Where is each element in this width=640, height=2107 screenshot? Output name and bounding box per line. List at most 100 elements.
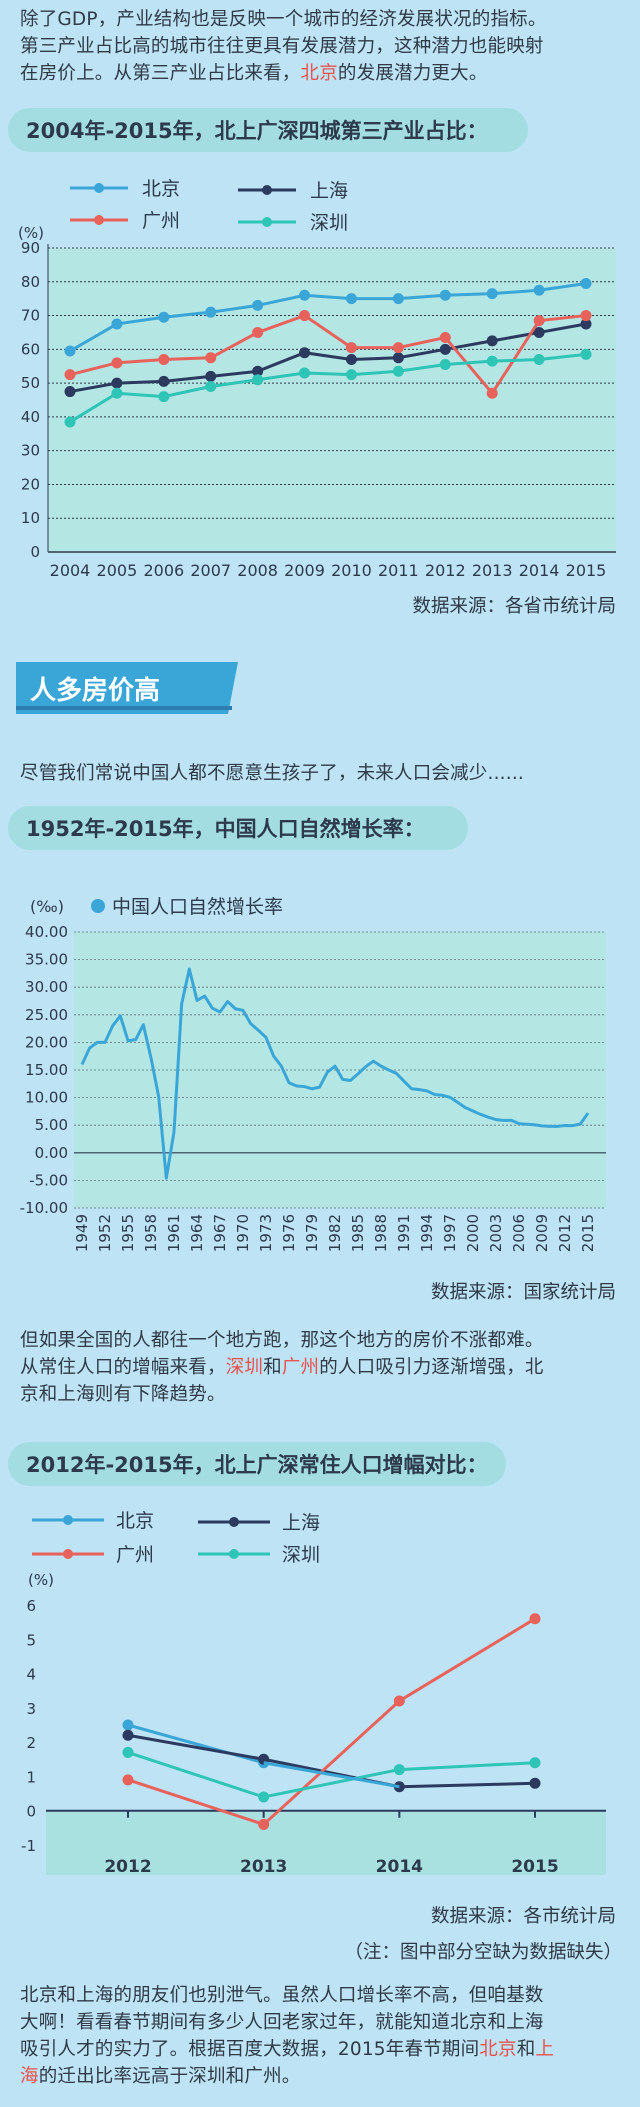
x-tick-label: 1952 xyxy=(96,1214,114,1252)
data-point xyxy=(529,1777,541,1789)
x-tick-label: 1970 xyxy=(234,1214,252,1252)
y-tick-label: -1 xyxy=(21,1837,36,1855)
x-tick-label: 2003 xyxy=(487,1214,505,1252)
intro-line-1: 除了GDP，产业结构也是反映一个城市的经济发展状况的指标。 xyxy=(20,9,547,30)
chart3-heading: 2012年-2015年，北上广深常住人口增幅对比： xyxy=(8,1442,506,1486)
y-tick-label: 0 xyxy=(26,1803,36,1821)
highlight-shanghai-1: 上 xyxy=(535,2039,555,2060)
plot-area xyxy=(48,248,616,552)
data-point xyxy=(439,359,451,371)
data-point xyxy=(158,353,170,365)
legend-label: 中国人口自然增长率 xyxy=(112,896,283,918)
data-point xyxy=(64,386,76,398)
x-tick-label: 1982 xyxy=(326,1214,344,1252)
tertiary-industry-share-chart: 0 10 20 30 40 50 60 70 80 90(%) 2004 2005 2006 2007 20… xyxy=(18,178,616,580)
data-point xyxy=(122,1746,134,1758)
x-tick-label: 2014 xyxy=(376,1857,423,1877)
data-point xyxy=(111,318,123,330)
x-tick-label: 2006 xyxy=(143,561,184,580)
chart1-source: 数据来源：各省市统计局 xyxy=(412,596,616,617)
data-point xyxy=(122,1729,134,1741)
data-point xyxy=(392,293,404,305)
x-tick-label: 2013 xyxy=(472,561,513,580)
data-point xyxy=(158,311,170,323)
data-point xyxy=(439,343,451,355)
data-point xyxy=(299,367,311,379)
y-tick-label: 30.00 xyxy=(25,978,68,996)
x-tick-label: 2000 xyxy=(464,1214,482,1252)
legend-marker xyxy=(262,217,272,227)
legend-marker xyxy=(63,1515,73,1525)
legend-marker xyxy=(94,215,104,225)
series-line xyxy=(80,967,590,1180)
data-point xyxy=(158,391,170,403)
data-point xyxy=(122,1774,134,1786)
x-tick-label: 1976 xyxy=(280,1214,298,1252)
chart1-heading: 2004年-2015年，北上广深四城第三产业占比： xyxy=(8,108,528,152)
x-tick-label: 1967 xyxy=(211,1214,229,1252)
y-tick-label: 3 xyxy=(26,1700,36,1718)
data-point xyxy=(393,1781,405,1793)
x-tick-label: 1994 xyxy=(418,1214,436,1252)
legend-marker xyxy=(63,1549,73,1559)
x-tick-label: 2014 xyxy=(519,561,560,580)
x-tick-label: 2008 xyxy=(237,561,278,580)
population-growth-rate-chart: -10.00 -5.00 0.00 5.00 10.00 15.00 20.00 25.00 3… xyxy=(20,896,606,1252)
data-point xyxy=(580,348,592,360)
x-tick-label: 1949 xyxy=(73,1214,91,1252)
data-point xyxy=(345,369,357,381)
series-line xyxy=(69,281,587,353)
y-tick-label: 10.00 xyxy=(25,1089,68,1107)
data-point xyxy=(111,377,123,389)
y-tick-label: 60 xyxy=(21,340,40,358)
y-tick-label: 40 xyxy=(21,408,40,426)
y-tick-label: 20 xyxy=(21,475,40,493)
legend-label: 北京 xyxy=(116,1510,154,1532)
x-tick-label: 2007 xyxy=(190,561,231,580)
para-4: 北京和上海的朋友们也别泄气。虽然人口增长率不高，但咱基数 大啊！看看春节期间有多… xyxy=(20,1982,624,2090)
data-point xyxy=(64,345,76,357)
data-point xyxy=(258,1818,270,1830)
data-point xyxy=(393,1695,405,1707)
y-tick-label: 90 xyxy=(21,239,40,257)
data-point xyxy=(345,342,357,354)
y-tick-label: 40.00 xyxy=(25,923,68,941)
data-point xyxy=(122,1719,134,1731)
data-point xyxy=(486,355,498,367)
data-point xyxy=(392,342,404,354)
para4-line-4: 海的迁出比率远高于深圳和广州。 xyxy=(20,2066,301,2087)
series-line xyxy=(127,1751,536,1799)
data-point xyxy=(205,370,217,382)
data-point xyxy=(533,353,545,365)
intro-line-2: 第三产业占比高的城市往往更具有发展潜力，这种潜力也能映射 xyxy=(20,36,544,57)
y-tick-label: 30 xyxy=(21,442,40,460)
data-point xyxy=(529,1757,541,1769)
data-point xyxy=(111,387,123,399)
data-point xyxy=(439,289,451,301)
legend-marker xyxy=(229,1517,239,1527)
y-axis-unit: (%) xyxy=(18,224,44,242)
data-point xyxy=(299,310,311,322)
data-point xyxy=(580,310,592,322)
data-point xyxy=(529,1613,541,1625)
x-tick-label: 2010 xyxy=(331,561,372,580)
data-point xyxy=(486,288,498,300)
data-point xyxy=(252,374,264,386)
data-point xyxy=(580,277,592,289)
x-tick-label: 2009 xyxy=(284,561,325,580)
y-tick-label: 15.00 xyxy=(25,1061,68,1079)
highlight-shanghai-2: 海 xyxy=(20,2066,39,2087)
highlight-beijing: 北京 xyxy=(300,63,338,84)
legend-marker xyxy=(262,185,272,195)
y-tick-label: 5.00 xyxy=(35,1116,68,1134)
x-tick-label: 2015 xyxy=(511,1857,558,1877)
y-tick-label: 10 xyxy=(21,509,40,527)
data-point xyxy=(392,365,404,377)
data-point xyxy=(64,369,76,381)
legend-marker xyxy=(229,1549,239,1559)
data-point xyxy=(111,357,123,369)
legend-label: 北京 xyxy=(142,178,180,200)
x-tick-label: 2012 xyxy=(425,561,466,580)
x-tick-label: 1955 xyxy=(119,1214,137,1252)
